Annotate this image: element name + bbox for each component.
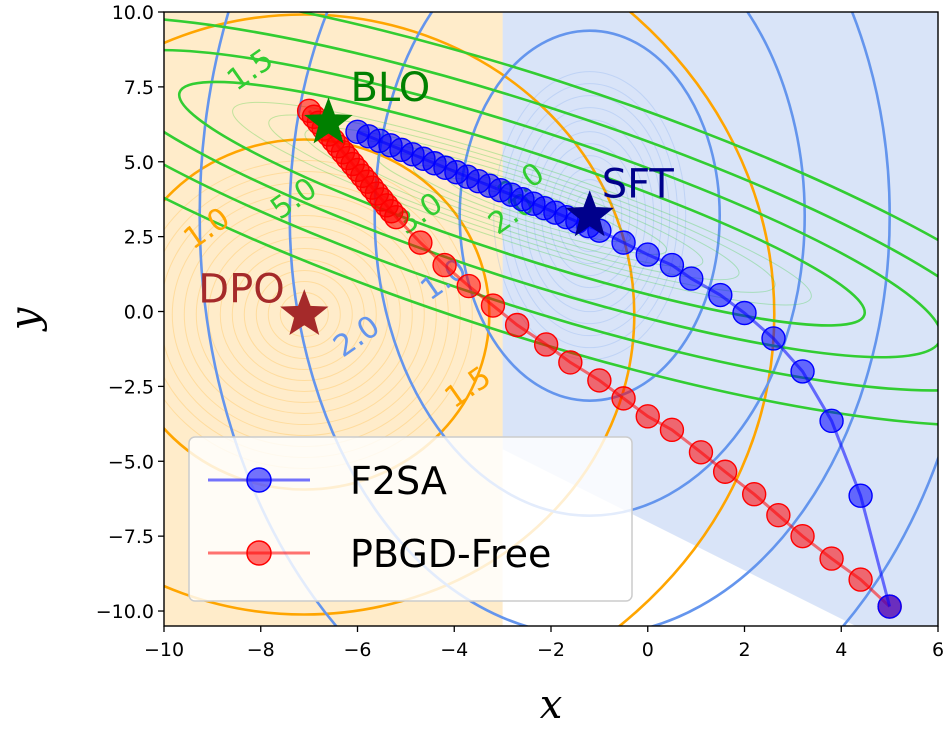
pbgd-free-marker	[480, 293, 506, 318]
sft-contour-faint	[517, 107, 663, 325]
legend-marker-f2sa	[246, 467, 272, 493]
dpo-contour-faint	[171, 193, 437, 437]
x-tick-label: −6	[343, 639, 371, 661]
x-axis-ticks: −10 −8 −6 −4 −2 0 2 4 6	[144, 626, 944, 661]
x-tick-label: 2	[738, 639, 750, 661]
blo-contour	[164, 48, 938, 359]
dpo-contour-faint	[255, 270, 353, 360]
dpo-contour-faint	[195, 215, 413, 415]
pbgd-free-marker	[790, 523, 815, 549]
x-tick-label: 4	[835, 639, 847, 661]
x-tick-label: −8	[247, 639, 275, 661]
y-tick-label: 2.5	[124, 227, 154, 249]
f2sa-marker	[679, 266, 704, 291]
pbgd-free-marker	[456, 273, 481, 299]
y-tick-label: 0.0	[124, 302, 154, 324]
pbgd-free-marker	[659, 417, 685, 443]
sft-contour-faint	[509, 95, 671, 337]
x-axis-label: x	[540, 682, 563, 728]
pbgd-free-marker	[533, 332, 559, 357]
pbgd-free-marker	[766, 502, 791, 528]
legend-label-pbgd: PBGD-Free	[350, 532, 551, 576]
sft-contour-faint	[493, 71, 687, 361]
pbgd-free-marker	[587, 368, 612, 393]
y-tick-label: −2.5	[108, 376, 154, 398]
legend: F2SA PBGD-Free	[188, 436, 633, 602]
dpo-contour-faint	[207, 226, 401, 404]
blo-label: BLO	[350, 65, 430, 111]
blo-contour-faint	[268, 114, 776, 293]
f2sa-marker	[635, 242, 660, 267]
pbgd-free-marker	[384, 204, 409, 230]
y-tick-label: 5.0	[124, 152, 154, 174]
x-tick-label: −2	[537, 639, 565, 661]
legend-box	[188, 436, 633, 602]
pbgd-free-marker	[848, 567, 873, 592]
blo-contour	[164, 12, 938, 427]
blo-star	[304, 97, 353, 144]
dpo-star	[280, 289, 329, 336]
series-layer	[296, 98, 902, 619]
f2sa-marker	[611, 230, 636, 255]
y-axis-ticks: −10.0 −7.5 −5.0 −2.5 0.0 2.5 5.0 7.5 10.0	[96, 2, 164, 623]
f2sa-marker	[732, 300, 757, 326]
sft-contour	[458, 29, 722, 402]
annotations: BLO SFT DPO	[198, 65, 675, 336]
f2sa-marker	[761, 326, 786, 351]
dpo-contour-faint	[231, 248, 377, 382]
pbgd-free-marker	[611, 386, 636, 411]
f2sa-marker	[345, 119, 370, 145]
pbgd-free-marker	[819, 546, 844, 571]
y-axis-label: y	[2, 306, 48, 332]
blo-contour-faint	[304, 127, 740, 281]
dpo-contour	[617, 12, 776, 626]
x-tick-label: −10	[144, 639, 184, 661]
legend-marker-pbgd	[246, 540, 272, 566]
pbgd-free-marker	[712, 459, 738, 484]
legend-label-f2sa: F2SA	[350, 459, 447, 503]
pbgd-free-marker	[408, 230, 433, 255]
f2sa-marker	[790, 359, 815, 384]
dpo-label: DPO	[198, 267, 284, 313]
y-tick-label: 10.0	[112, 2, 154, 24]
blo-contour-faint	[376, 152, 668, 255]
blo-contour-faint	[232, 101, 812, 306]
dpo-contour-faint	[183, 204, 425, 426]
pbgd-free-marker	[688, 440, 714, 465]
y-tick-label: −10.0	[96, 601, 154, 623]
pbgd-free-marker	[504, 312, 530, 338]
y-tick-label: −7.5	[108, 526, 154, 548]
blo-contour	[177, 80, 867, 327]
f2sa-marker	[819, 408, 844, 434]
pbgd-free-marker	[741, 482, 767, 507]
y-tick-label: 7.5	[124, 77, 154, 99]
f2sa-marker	[877, 594, 902, 619]
f2sa-marker	[848, 483, 873, 508]
f2sa-marker	[659, 252, 685, 278]
pbgd-free-marker	[558, 350, 583, 375]
f2sa-marker	[708, 282, 733, 308]
x-tick-label: 6	[932, 639, 944, 661]
x-tick-label: 0	[642, 639, 654, 661]
x-tick-label: −4	[440, 639, 468, 661]
pbgd-free-marker	[432, 252, 457, 278]
dpo-contour-faint	[219, 237, 389, 393]
sft-label: SFT	[602, 162, 675, 208]
y-tick-label: −5.0	[108, 451, 154, 473]
sft-star	[565, 190, 614, 237]
sft-contour-faint	[501, 83, 679, 349]
pbgd-free-marker	[635, 404, 660, 429]
